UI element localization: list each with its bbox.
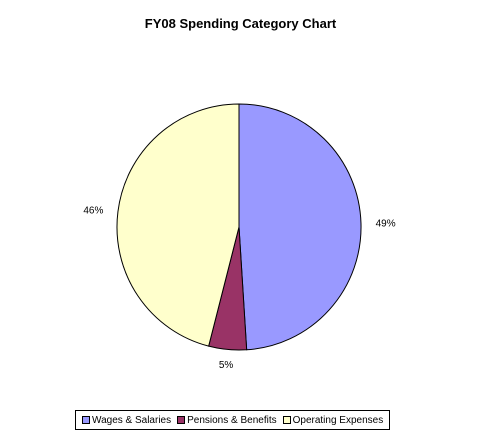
legend-entry-pensions: Pensions & Benefits (177, 415, 277, 426)
pie-slice-operating (116, 103, 240, 347)
pie-slice-wages (238, 103, 362, 351)
pie-chart: 49% 5% 46% (83, 103, 396, 371)
legend-swatch-wages (82, 416, 90, 424)
legend-label-pensions: Pensions & Benefits (187, 414, 277, 426)
legend-swatch-operating (282, 416, 291, 424)
data-label-wages: 49% (376, 219, 396, 230)
legend-swatch-pensions (177, 416, 186, 424)
data-label-pensions: 5% (219, 360, 234, 371)
legend-label-wages: Wages & Salaries (92, 414, 172, 426)
legend: Wages & Salaries Pensions & Benefits Ope… (75, 410, 391, 430)
data-label-operating: 46% (83, 206, 103, 217)
legend-entry-operating: Operating Expenses (282, 414, 384, 426)
legend-entry-wages: Wages & Salaries (82, 415, 171, 426)
legend-label-operating: Operating Expenses (292, 414, 384, 426)
chart-title: FY08 Spending Category Chart (144, 16, 337, 31)
